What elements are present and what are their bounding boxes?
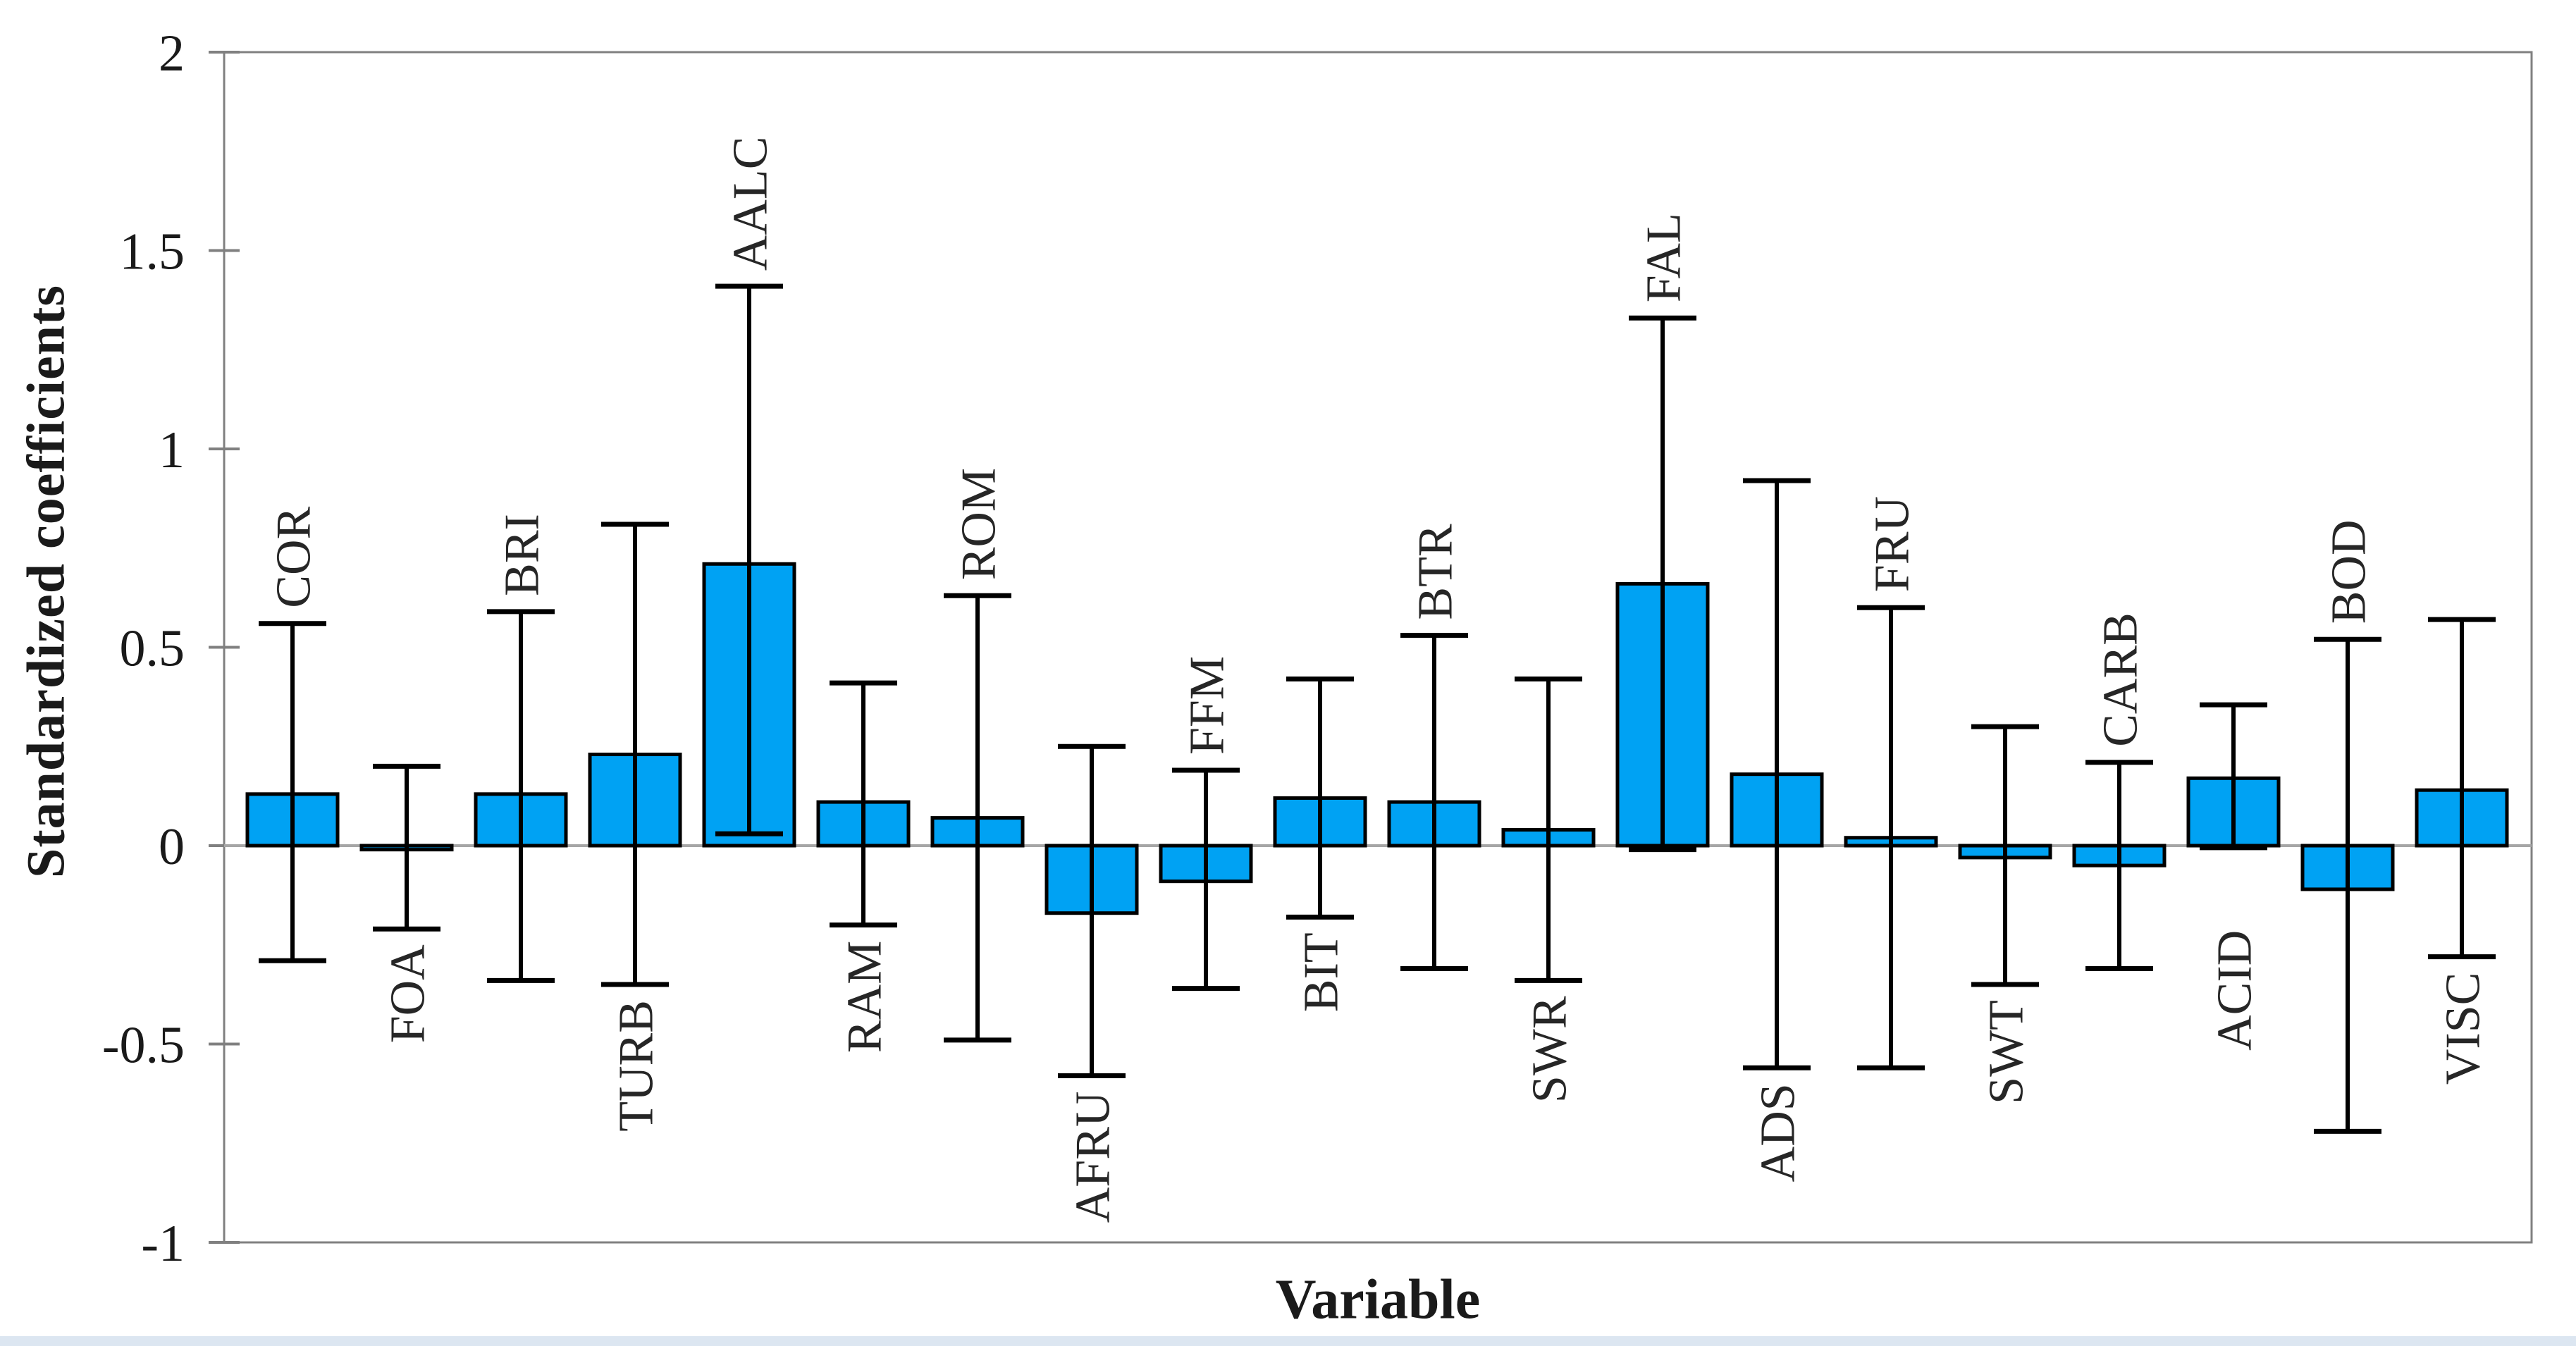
bar-label-FOA: FOA [381, 944, 436, 1043]
bar-label-ACID: ACID [2208, 930, 2262, 1051]
bar-label-BRI: BRI [495, 514, 550, 596]
plot-border [223, 51, 2533, 1244]
bar-label-COR: COR [267, 506, 321, 607]
y-tick-label: 0.5 [120, 619, 185, 677]
bar-label-AFRU: AFRU [1066, 1092, 1121, 1223]
y-tick-label: 2 [159, 25, 185, 82]
bar-label-ADS: ADS [1751, 1083, 1806, 1182]
bottom-strip [0, 1336, 2576, 1346]
bar-label-CARB: CARB [2094, 612, 2148, 747]
y-tick-label: 1.5 [120, 223, 185, 280]
y-axis-title-text: Standardized coefficients [16, 285, 76, 878]
bar-label-TURB: TURB [610, 1000, 664, 1132]
y-tick-label: 0 [159, 818, 185, 876]
x-axis-title-text: Variable [1275, 1268, 1481, 1331]
y-tick-label: -0.5 [102, 1016, 185, 1074]
y-tick-label: 1 [159, 421, 185, 479]
bar-label-SWT: SWT [1980, 1000, 2034, 1104]
bar-label-BTR: BTR [1409, 524, 1463, 619]
bar-label-FAL: FAL [1637, 213, 1691, 302]
bar-label-VISC: VISC [2436, 973, 2491, 1085]
bar-label-FFM: FFM [1181, 656, 1235, 755]
y-tick-label: -1 [141, 1215, 185, 1273]
bar-label-ROM: ROM [952, 468, 1006, 580]
y-axis-title: Standardized coefficients [16, 285, 78, 878]
bar-label-FRU: FRU [1866, 496, 1920, 592]
bar-label-AALC: AALC [724, 137, 778, 271]
bar-label-RAM: RAM [838, 941, 892, 1053]
bar-label-SWR: SWR [1523, 996, 1577, 1103]
bar-label-BIT: BIT [1295, 932, 1349, 1012]
x-axis-title: Variable [1276, 1268, 1480, 1333]
bar-label-BOD: BOD [2322, 519, 2377, 624]
